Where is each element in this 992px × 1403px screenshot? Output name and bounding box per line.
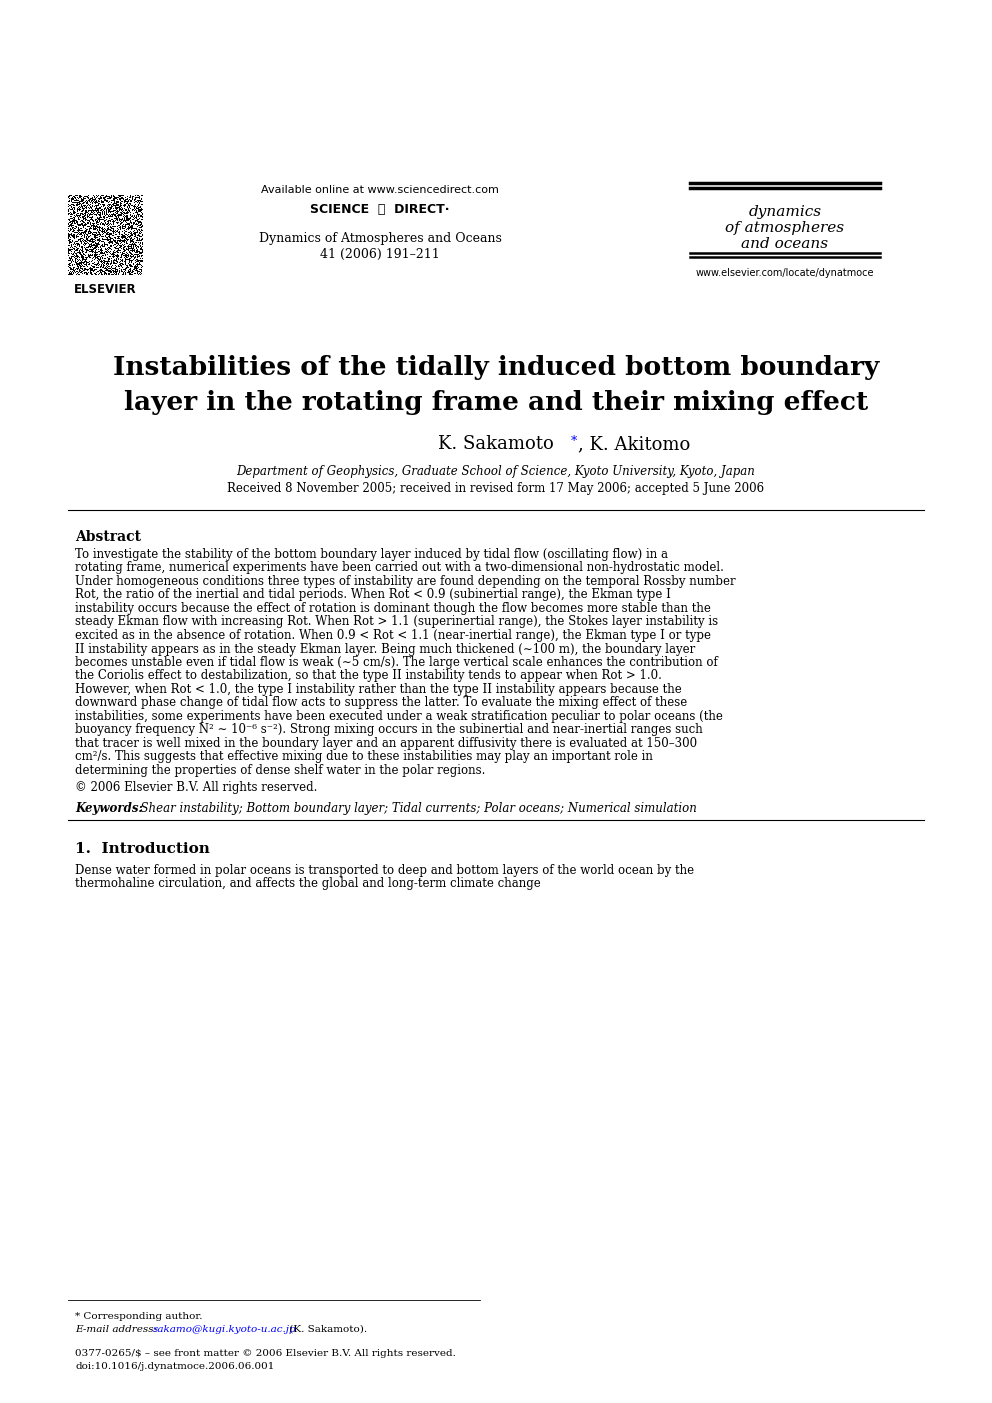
Text: Dynamics of Atmospheres and Oceans: Dynamics of Atmospheres and Oceans bbox=[259, 231, 501, 246]
Text: and oceans: and oceans bbox=[741, 237, 828, 251]
Text: the Coriolis effect to destabilization, so that the type II instability tends to: the Coriolis effect to destabilization, … bbox=[75, 669, 662, 682]
Text: *: * bbox=[570, 435, 576, 448]
Text: Received 8 November 2005; received in revised form 17 May 2006; accepted 5 June : Received 8 November 2005; received in re… bbox=[227, 483, 765, 495]
Text: Department of Geophysics, Graduate School of Science, Kyoto University, Kyoto, J: Department of Geophysics, Graduate Schoo… bbox=[236, 464, 756, 478]
Text: Under homogeneous conditions three types of instability are found depending on t: Under homogeneous conditions three types… bbox=[75, 575, 736, 588]
Text: cm²/s. This suggests that effective mixing due to these instabilities may play a: cm²/s. This suggests that effective mixi… bbox=[75, 751, 653, 763]
Text: Keywords:: Keywords: bbox=[75, 803, 143, 815]
Text: excited as in the absence of rotation. When 0.9 < Rot < 1.1 (near-inertial range: excited as in the absence of rotation. W… bbox=[75, 629, 711, 643]
Text: SCIENCE  ⓓ  DIRECT·: SCIENCE ⓓ DIRECT· bbox=[310, 203, 449, 216]
Text: downward phase change of tidal flow acts to suppress the latter. To evaluate the: downward phase change of tidal flow acts… bbox=[75, 696, 687, 710]
Text: ELSEVIER: ELSEVIER bbox=[73, 283, 136, 296]
Text: Shear instability; Bottom boundary layer; Tidal currents; Polar oceans; Numerica: Shear instability; Bottom boundary layer… bbox=[133, 803, 696, 815]
Text: 0377-0265/$ – see front matter © 2006 Elsevier B.V. All rights reserved.: 0377-0265/$ – see front matter © 2006 El… bbox=[75, 1350, 456, 1358]
Text: 41 (2006) 191–211: 41 (2006) 191–211 bbox=[320, 248, 439, 261]
Text: instabilities, some experiments have been executed under a weak stratification p: instabilities, some experiments have bee… bbox=[75, 710, 723, 723]
Text: Instabilities of the tidally induced bottom boundary: Instabilities of the tidally induced bot… bbox=[113, 355, 879, 380]
Text: layer in the rotating frame and their mixing effect: layer in the rotating frame and their mi… bbox=[124, 390, 868, 415]
Text: To investigate the stability of the bottom boundary layer induced by tidal flow : To investigate the stability of the bott… bbox=[75, 549, 668, 561]
Text: 1.  Introduction: 1. Introduction bbox=[75, 842, 210, 856]
Text: , K. Akitomo: , K. Akitomo bbox=[578, 435, 690, 453]
Text: rotating frame, numerical experiments have been carried out with a two-dimension: rotating frame, numerical experiments ha… bbox=[75, 561, 724, 574]
Text: E-mail address:: E-mail address: bbox=[75, 1324, 161, 1334]
Text: determining the properties of dense shelf water in the polar regions.: determining the properties of dense shel… bbox=[75, 765, 485, 777]
Text: (K. Sakamoto).: (K. Sakamoto). bbox=[286, 1324, 367, 1334]
Text: that tracer is well mixed in the boundary layer and an apparent diffusivity ther: that tracer is well mixed in the boundar… bbox=[75, 737, 697, 751]
Text: sakamo@kugi.kyoto-u.ac.jp: sakamo@kugi.kyoto-u.ac.jp bbox=[153, 1324, 297, 1334]
Text: steady Ekman flow with increasing Rot. When Rot > 1.1 (superinertial range), the: steady Ekman flow with increasing Rot. W… bbox=[75, 616, 718, 629]
Text: doi:10.1016/j.dynatmoce.2006.06.001: doi:10.1016/j.dynatmoce.2006.06.001 bbox=[75, 1362, 275, 1371]
Text: Available online at www.sciencedirect.com: Available online at www.sciencedirect.co… bbox=[261, 185, 499, 195]
Text: becomes unstable even if tidal flow is weak (∼5 cm/s). The large vertical scale : becomes unstable even if tidal flow is w… bbox=[75, 657, 718, 669]
Text: II instability appears as in the steady Ekman layer. Being much thickened (∼100 : II instability appears as in the steady … bbox=[75, 643, 695, 655]
Text: of atmospheres: of atmospheres bbox=[725, 222, 844, 234]
Text: © 2006 Elsevier B.V. All rights reserved.: © 2006 Elsevier B.V. All rights reserved… bbox=[75, 780, 317, 794]
Text: K. Sakamoto: K. Sakamoto bbox=[438, 435, 554, 453]
Text: Abstract: Abstract bbox=[75, 530, 141, 544]
Text: thermohaline circulation, and affects the global and long-term climate change: thermohaline circulation, and affects th… bbox=[75, 877, 541, 891]
Text: dynamics: dynamics bbox=[748, 205, 821, 219]
Text: buoyancy frequency N² ∼ 10⁻⁶ s⁻²). Strong mixing occurs in the subinertial and n: buoyancy frequency N² ∼ 10⁻⁶ s⁻²). Stron… bbox=[75, 724, 702, 737]
Text: Dense water formed in polar oceans is transported to deep and bottom layers of t: Dense water formed in polar oceans is tr… bbox=[75, 864, 694, 877]
Text: However, when Rot < 1.0, the type I instability rather than the type II instabil: However, when Rot < 1.0, the type I inst… bbox=[75, 683, 682, 696]
Text: www.elsevier.com/locate/dynatmoce: www.elsevier.com/locate/dynatmoce bbox=[695, 268, 874, 278]
Text: instability occurs because the effect of rotation is dominant though the flow be: instability occurs because the effect of… bbox=[75, 602, 711, 615]
Text: * Corresponding author.: * Corresponding author. bbox=[75, 1312, 202, 1322]
Text: Rot, the ratio of the inertial and tidal periods. When Rot < 0.9 (subinertial ra: Rot, the ratio of the inertial and tidal… bbox=[75, 588, 671, 602]
